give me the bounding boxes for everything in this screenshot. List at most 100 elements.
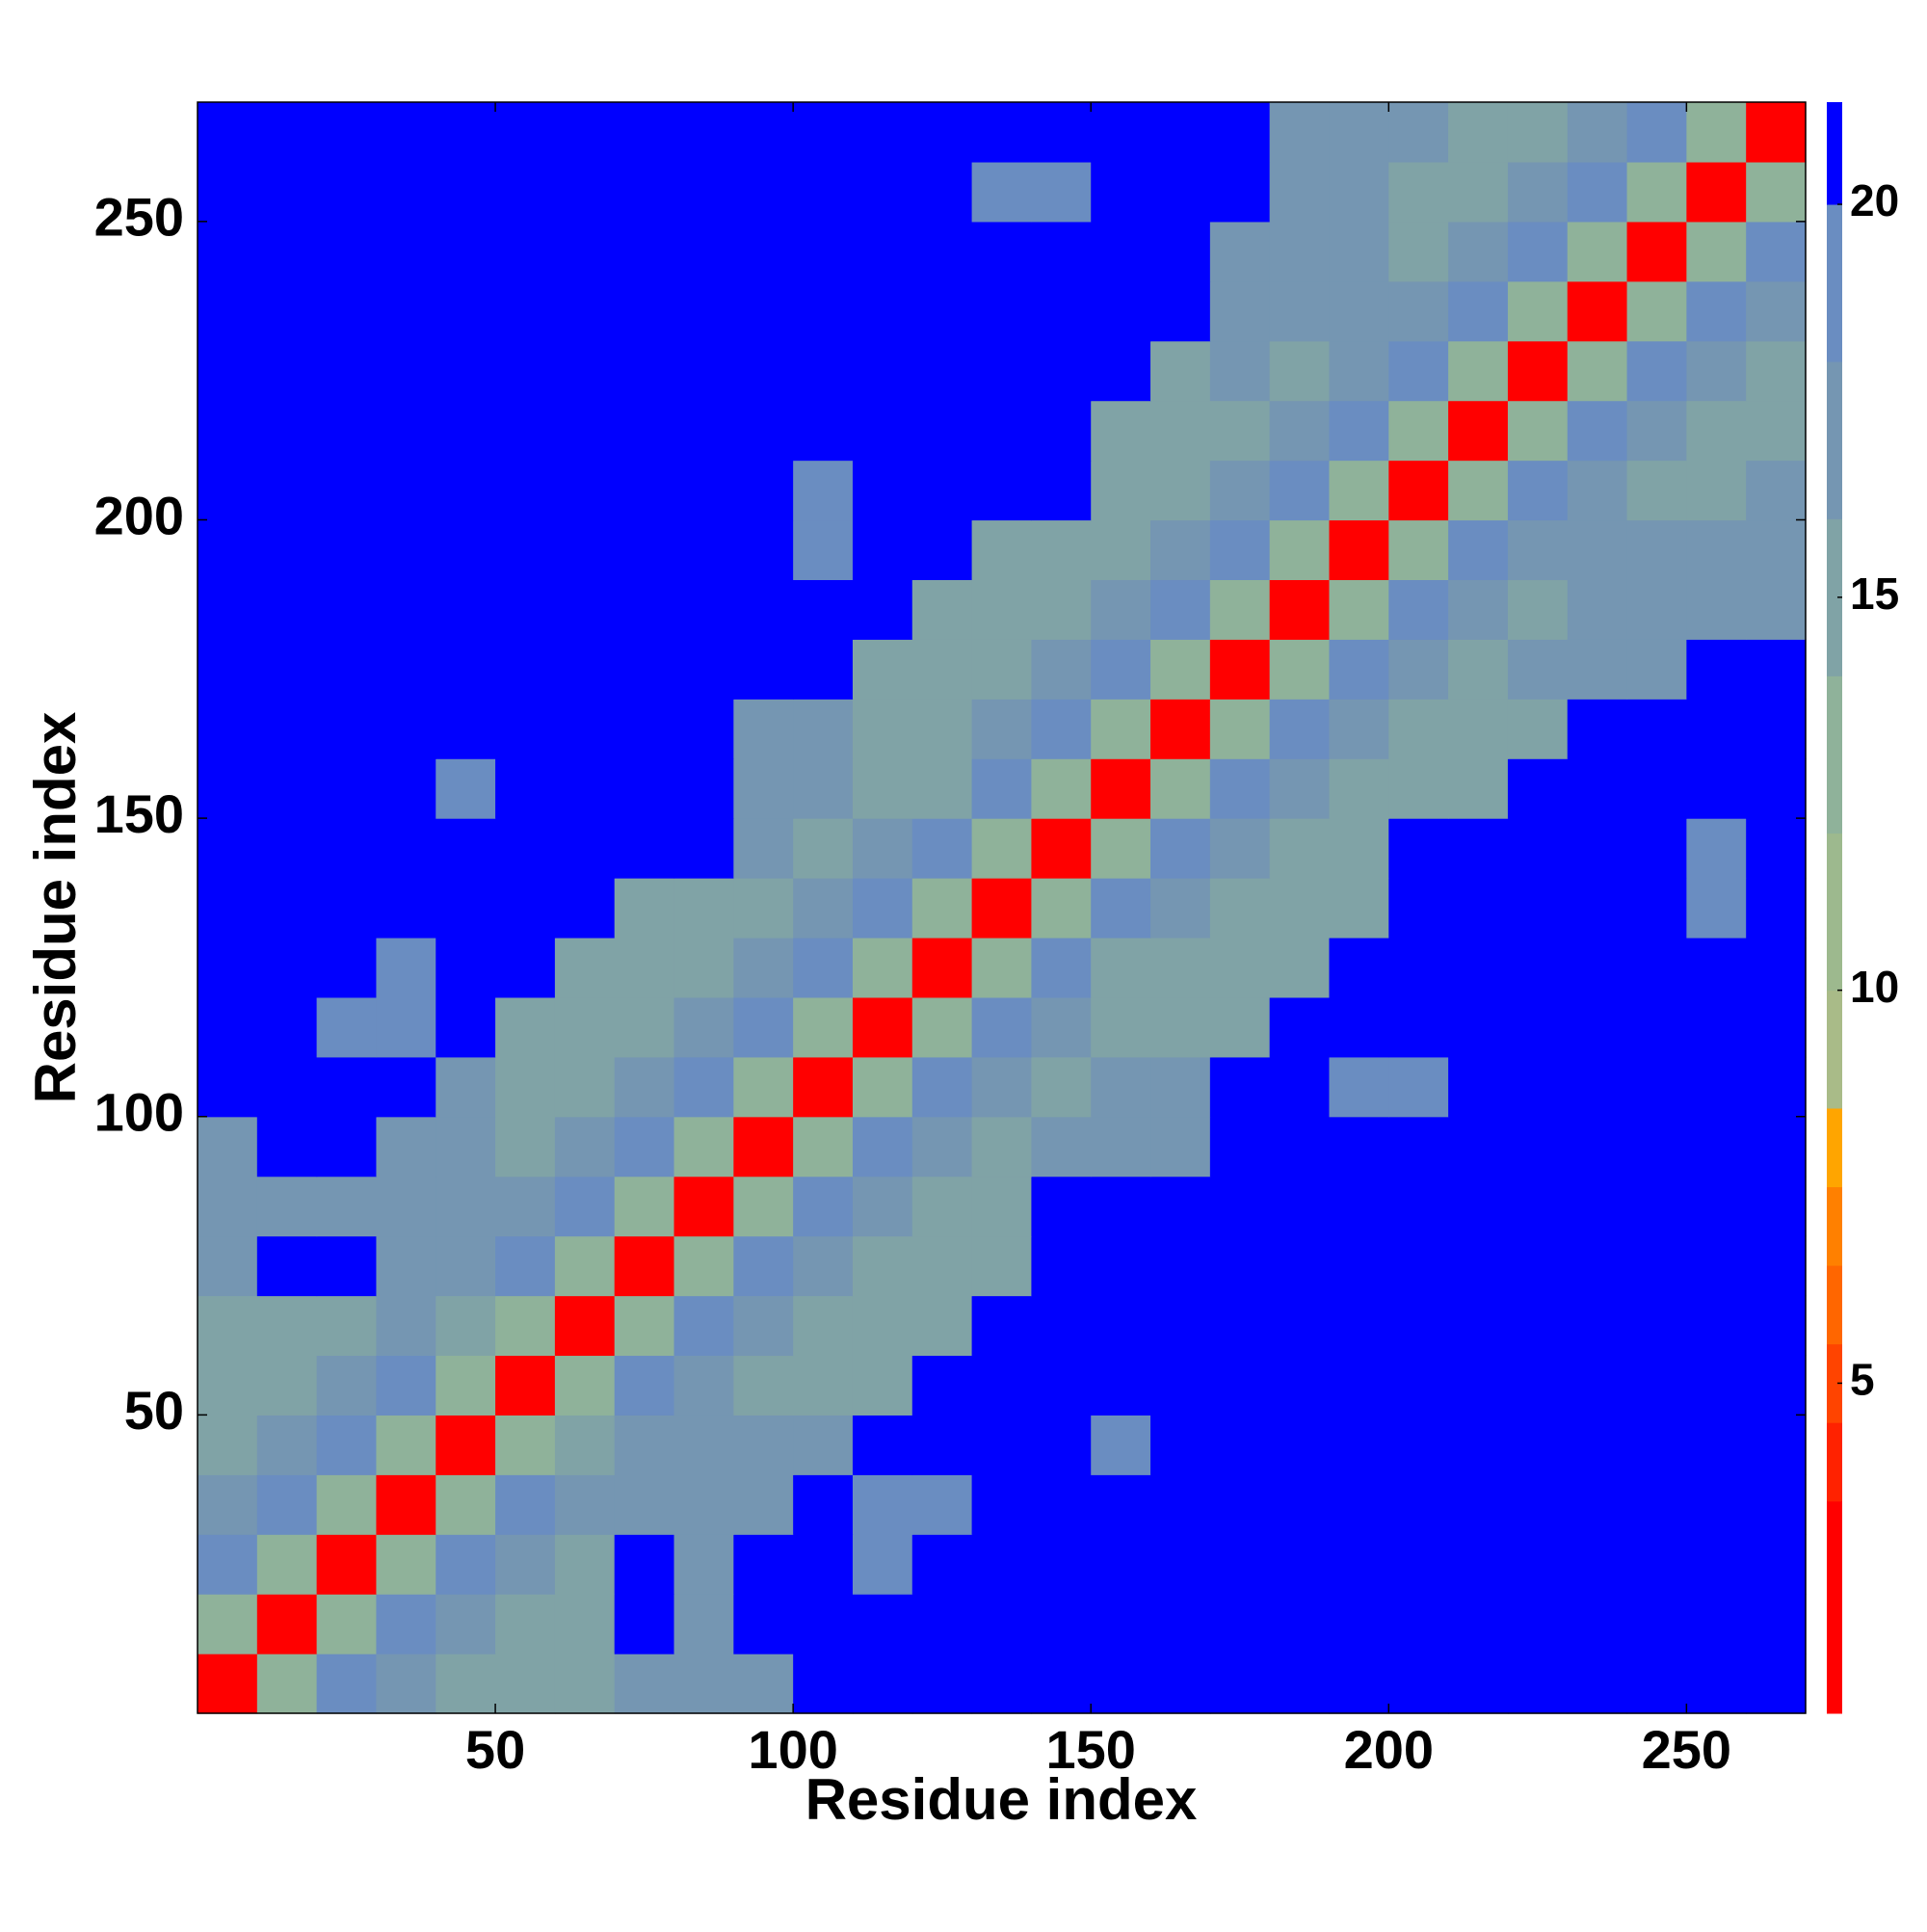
heatmap-cell bbox=[198, 1355, 258, 1416]
heatmap-cell bbox=[376, 699, 436, 759]
heatmap-cell bbox=[733, 102, 794, 163]
heatmap-cell bbox=[1507, 878, 1569, 939]
heatmap-cell bbox=[1746, 937, 1807, 998]
heatmap-cell bbox=[793, 579, 854, 640]
heatmap-cell bbox=[614, 1235, 675, 1297]
heatmap-cell bbox=[733, 340, 794, 402]
heatmap-cell bbox=[198, 937, 258, 998]
heatmap-cell bbox=[198, 1176, 258, 1237]
heatmap-cell bbox=[1209, 639, 1271, 700]
heatmap-cell bbox=[1448, 579, 1509, 640]
heatmap-cell bbox=[1091, 639, 1151, 700]
heatmap-cell bbox=[733, 1295, 794, 1357]
x-axis-title: Residue index bbox=[805, 1767, 1198, 1832]
heatmap-cell bbox=[971, 1355, 1033, 1416]
heatmap-cell bbox=[1626, 1056, 1687, 1118]
heatmap-cell bbox=[1091, 818, 1151, 879]
heatmap-cell bbox=[554, 996, 616, 1058]
heatmap-cell bbox=[1567, 1654, 1628, 1714]
heatmap-cell bbox=[1091, 1235, 1151, 1297]
heatmap-cell bbox=[1507, 400, 1569, 462]
heatmap-cell bbox=[673, 1176, 734, 1237]
y-tick-label: 100 bbox=[94, 1082, 184, 1143]
heatmap-cell bbox=[971, 1534, 1033, 1595]
heatmap-cell bbox=[1567, 1295, 1628, 1357]
heatmap-cell bbox=[316, 102, 378, 163]
heatmap-cell bbox=[436, 639, 496, 700]
y-tick-label: 50 bbox=[124, 1380, 184, 1441]
heatmap-cell bbox=[256, 102, 318, 163]
heatmap-cell bbox=[1209, 1235, 1271, 1297]
heatmap-cell bbox=[793, 699, 854, 759]
heatmap-cell bbox=[911, 1355, 973, 1416]
heatmap-cell bbox=[1388, 937, 1449, 998]
heatmap-cell bbox=[436, 519, 496, 581]
heatmap-cell bbox=[1448, 699, 1509, 759]
heatmap-cell bbox=[673, 460, 734, 521]
heatmap-cell bbox=[1507, 1355, 1569, 1416]
heatmap-cell bbox=[256, 1235, 318, 1297]
heatmap-cell bbox=[1626, 1235, 1687, 1297]
heatmap-cell bbox=[376, 818, 436, 879]
heatmap-cell bbox=[316, 996, 378, 1058]
heatmap-cell bbox=[1329, 1534, 1389, 1595]
heatmap-cell bbox=[436, 1415, 496, 1475]
heatmap-cell bbox=[1507, 758, 1569, 819]
heatmap-cell bbox=[376, 1235, 436, 1297]
heatmap-cell bbox=[376, 1415, 436, 1475]
heatmap-cell bbox=[1686, 1056, 1747, 1118]
heatmap-cell bbox=[614, 1415, 675, 1475]
heatmap-cell bbox=[1746, 1056, 1807, 1118]
heatmap-cell bbox=[1031, 1594, 1092, 1654]
y-axis-title: Residue index bbox=[23, 712, 88, 1104]
heatmap-cell bbox=[1269, 400, 1331, 462]
heatmap-cell bbox=[1448, 400, 1509, 462]
heatmap-cell bbox=[1150, 1594, 1211, 1654]
heatmap-cell bbox=[793, 1654, 854, 1714]
heatmap-cell bbox=[852, 519, 913, 581]
heatmap-cell bbox=[376, 1355, 436, 1416]
heatmap-cell bbox=[1329, 1654, 1389, 1714]
heatmap-cell bbox=[554, 818, 616, 879]
heatmap-cell bbox=[733, 818, 794, 879]
heatmap-cell bbox=[1150, 699, 1211, 759]
heatmap-cell bbox=[1746, 639, 1807, 700]
heatmap-cell bbox=[1686, 102, 1747, 163]
heatmap-cell bbox=[793, 1355, 854, 1416]
heatmap-cell bbox=[1150, 579, 1211, 640]
heatmap-cell bbox=[1329, 996, 1389, 1058]
heatmap-cell bbox=[733, 1176, 794, 1237]
heatmap-cell bbox=[1686, 1534, 1747, 1595]
heatmap-cell bbox=[1091, 102, 1151, 163]
heatmap-cell bbox=[1329, 818, 1389, 879]
heatmap-cell bbox=[436, 1295, 496, 1357]
heatmap-cell bbox=[1269, 1594, 1331, 1654]
heatmap-cell bbox=[1746, 519, 1807, 581]
heatmap-cell bbox=[1091, 579, 1151, 640]
heatmap-cell bbox=[198, 996, 258, 1058]
heatmap-cell bbox=[1329, 639, 1389, 700]
heatmap-cell bbox=[1448, 818, 1509, 879]
heatmap-cell bbox=[1150, 1474, 1211, 1535]
heatmap-cell bbox=[971, 639, 1033, 700]
heatmap-cell bbox=[554, 1176, 616, 1237]
heatmap-cell bbox=[1448, 102, 1509, 163]
heatmap-cell bbox=[971, 1594, 1033, 1654]
heatmap-cell bbox=[495, 1235, 556, 1297]
colorbar-band bbox=[1827, 518, 1842, 676]
x-tick-label: 50 bbox=[465, 1719, 525, 1780]
heatmap-cell bbox=[1329, 1415, 1389, 1475]
heatmap-cell bbox=[316, 280, 378, 342]
heatmap-cell bbox=[1329, 221, 1389, 282]
heatmap-cell bbox=[1209, 818, 1271, 879]
heatmap-cell bbox=[911, 878, 973, 939]
heatmap-cell bbox=[1388, 1474, 1449, 1535]
heatmap-cell bbox=[614, 699, 675, 759]
heatmap-cell bbox=[1507, 221, 1569, 282]
heatmap-cell bbox=[1031, 280, 1092, 342]
heatmap-cell bbox=[911, 221, 973, 282]
heatmap-cell bbox=[256, 460, 318, 521]
heatmap-cell bbox=[793, 1056, 854, 1118]
heatmap-cell bbox=[733, 1654, 794, 1714]
heatmap-cell bbox=[1567, 280, 1628, 342]
